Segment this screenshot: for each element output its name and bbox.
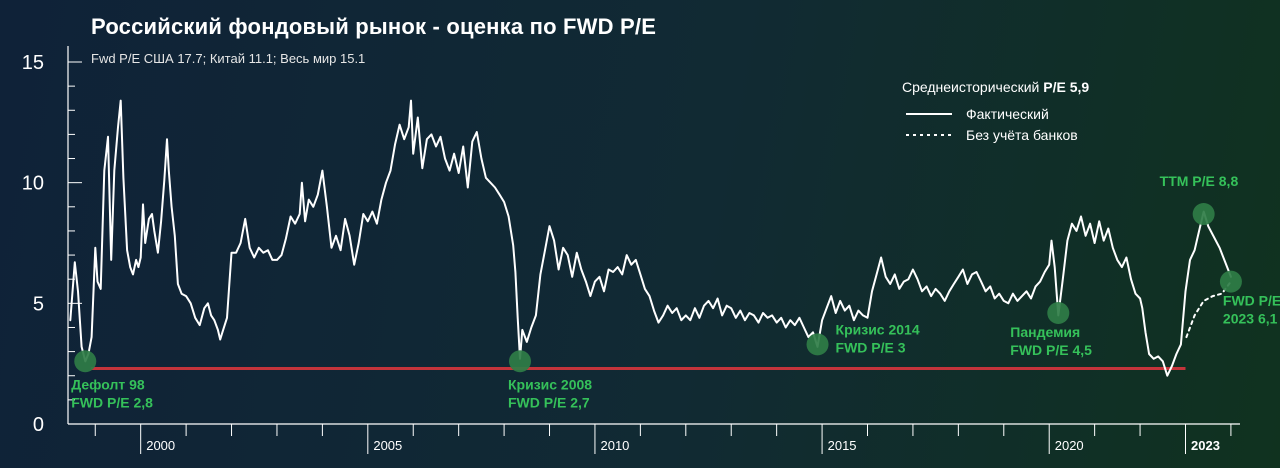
series-line-ex-banks (1185, 280, 1232, 339)
x-tick-label: 2005 (373, 438, 402, 453)
chart-title: Российский фондовый рынок - оценка по FW… (91, 14, 657, 39)
legend-label: Фактический (966, 106, 1049, 122)
marker-dot (1047, 301, 1070, 324)
marker-label: FWD P/E 2,7 (508, 394, 590, 410)
x-tick-label: 2000 (146, 438, 175, 453)
marker-dot (1219, 270, 1242, 293)
marker-label: Кризис 2008 (508, 376, 592, 392)
marker-label: FWD P/E 4,5 (1010, 342, 1092, 358)
marker-dot (74, 350, 97, 373)
marker-label: Кризис 2014 (836, 321, 920, 337)
y-tick-label: 15 (22, 52, 44, 74)
marker-label: TTM P/E 8,8 (1160, 173, 1239, 189)
marker-dot (806, 333, 829, 356)
x-tick-label: 2015 (828, 438, 857, 453)
x-tick-label: 2023 (1191, 438, 1220, 453)
marker-label: FWD P/E (1223, 293, 1280, 309)
marker-dot (508, 350, 531, 373)
chart-subtitle: Fwd P/E США 17.7; Китай 11.1; Весь мир 1… (91, 51, 366, 66)
marker-label: Пандемия (1010, 324, 1080, 340)
x-tick-label: 2020 (1055, 438, 1084, 453)
y-tick-label: 5 (33, 293, 44, 315)
x-tick-label: 2010 (600, 438, 629, 453)
marker-dot (1192, 203, 1215, 226)
series-line-actual (69, 99, 1232, 377)
marker-label: Дефолт 98 (71, 376, 145, 392)
marker-label: 2023 6,1 (1223, 311, 1278, 327)
y-tick-label: 10 (22, 173, 44, 195)
legend-label: Без учёта банков (966, 127, 1078, 143)
y-tick-label: 0 (33, 414, 44, 436)
marker-label: FWD P/E 3 (836, 339, 906, 355)
marker-label: FWD P/E 2,8 (71, 394, 153, 410)
legend-header: Среднеисторический P/E 5,9 (902, 79, 1089, 95)
